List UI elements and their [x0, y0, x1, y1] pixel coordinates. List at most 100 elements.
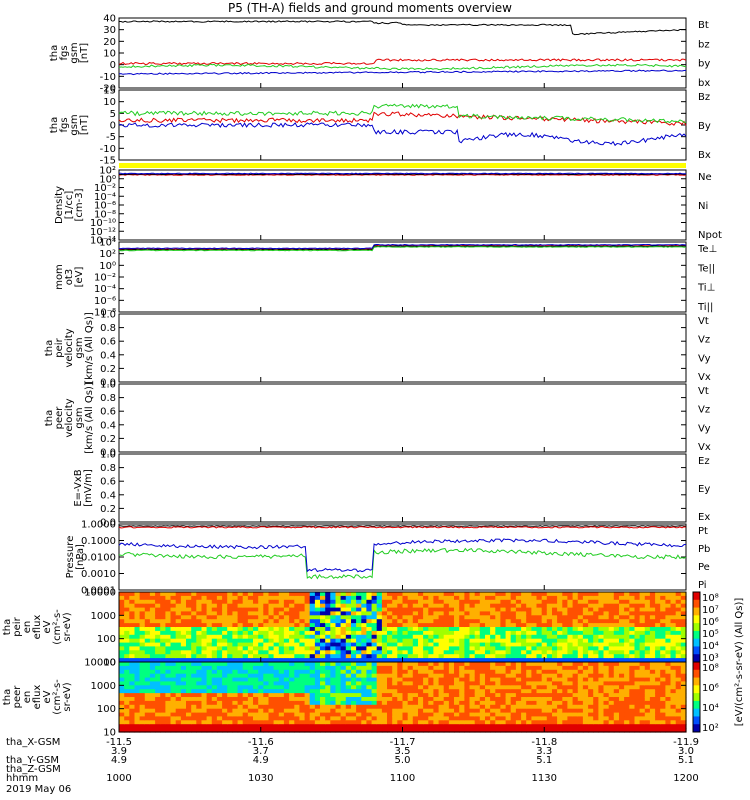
y-axis-label: tha peir velocity gsm [km/s (All Qs)] [44, 312, 95, 384]
colorbar-swatch [693, 638, 700, 647]
series-bz [118, 58, 687, 66]
series-bx [118, 69, 687, 76]
panel-pressure: 1.0000 0.1000 0.0100 0.0010 0.0001 Pressure [n… [65, 520, 710, 597]
y-tick-label: 0.2 [100, 364, 116, 375]
y-axis-label-line: eflux [32, 685, 43, 710]
ephemeris-value: 4.9 [111, 755, 127, 766]
legend-peer-velocity-0: Vt [698, 386, 709, 397]
ephemeris-value: 1000 [106, 773, 131, 784]
colorbar-tick: 10⁴ [702, 641, 719, 652]
legend-fgs-gsm-1: bz [698, 39, 710, 50]
y-axis-label-line: peir [12, 616, 23, 636]
series-Ti-perp [118, 243, 687, 250]
y-axis-label: tha peir en eflux eV (cm²-s-sr-eV) [2, 609, 73, 645]
series-Pt [118, 525, 687, 527]
legend-density-0: Ne [698, 172, 712, 183]
legend-fgs-dsl-0: Bz [698, 92, 710, 103]
y-tick-label: 0 [110, 60, 116, 71]
y-axis-label-line: en [22, 621, 33, 634]
panel-peer-velocity: 1.0 0.8 0.6 0.4 0.2 0.0 tha peer velocity gsm [km/… [44, 380, 711, 459]
y-axis-label-line: mom [54, 264, 65, 290]
ephemeris-value: 1030 [248, 773, 273, 784]
ephemeris-value: -11.5 [106, 737, 132, 748]
legend-peir-velocity-2: Vy [698, 353, 711, 364]
y-tick-label: 10² [99, 166, 116, 177]
y-axis-label-line: [eV] [74, 267, 85, 288]
ephemeris-value: -11.8 [531, 737, 557, 748]
legend-temperature-1: Te|| [697, 263, 715, 274]
y-tick-label: 10⁰ [99, 261, 116, 272]
y-tick-label: 10000 [84, 588, 116, 599]
legend-pressure-2: Pe [698, 562, 710, 573]
y-axis-label: tha fgs gsm [nT] [49, 114, 90, 135]
ephemeris-value: 3.0 [678, 746, 694, 757]
y-axis-label-line: gsm [74, 407, 85, 428]
colorbar-tick: 10⁶ [702, 617, 719, 628]
colorbar-swatch [693, 700, 700, 710]
ephemeris-value: 1200 [673, 773, 698, 784]
panel-frame [118, 523, 687, 591]
y-tick-label: 0.8 [100, 393, 116, 404]
y-tick-label: 5 [110, 109, 116, 120]
series-Ni [118, 173, 687, 176]
ephemeris-value: 5.1 [536, 755, 552, 766]
series-Bz [118, 111, 687, 126]
y-tick-label: 30 [103, 25, 116, 36]
series-Bx [118, 122, 687, 147]
legend-efield-0: Ez [698, 456, 710, 467]
y-axis-label-line: (cm²-s- [52, 679, 63, 715]
legend-pressure-0: Pt [698, 526, 708, 537]
y-tick-label: 10⁰ [99, 174, 116, 185]
ephemeris-label: tha_Y-GSM [6, 755, 59, 766]
date-label: 2019 May 06 [6, 784, 71, 795]
y-axis-label: Pressure [nPa] [65, 536, 86, 579]
legend-peir-velocity-0: Vt [698, 316, 709, 327]
legend-efield-1: Ey [698, 484, 710, 495]
legend-peir-velocity-3: Vx [698, 372, 711, 383]
ephemeris-value: 1100 [390, 773, 415, 784]
ephemeris-value: -11.9 [673, 737, 699, 748]
ephemeris-value: 5.0 [395, 755, 411, 766]
y-axis-label-line: E=-VxB [73, 469, 84, 506]
ephemeris-label: hhmm [6, 773, 38, 784]
panel-peir-eflux: 10000 1000 100 10 tha peir en eflux eV (cm²-s-sr-… [2, 588, 687, 669]
colorbar-swatch [693, 592, 700, 601]
y-tick-label: 1.0000 [81, 520, 116, 531]
data-quality-bar [119, 163, 686, 168]
colorbar-swatch [693, 623, 700, 632]
panel-frame [118, 169, 687, 241]
y-tick-label: 0.4 [100, 420, 116, 431]
y-tick-label: -15 [100, 156, 116, 167]
y-axis-label-line: Density [54, 186, 65, 224]
y-tick-label: 10 [103, 49, 116, 60]
colorbar-tick: 10⁸ [702, 593, 719, 604]
colorbar-swatch [693, 646, 700, 655]
legend-peer-velocity-2: Vy [698, 423, 711, 434]
ephemeris-value: -11.6 [248, 737, 274, 748]
y-axis-label-line: peer [12, 685, 23, 709]
y-tick-label: 1.0 [100, 450, 116, 461]
y-axis-label-line: velocity [64, 328, 75, 367]
spectrogram-peer-eflux [119, 662, 687, 733]
y-axis-label: mom ot3 [eV] [54, 264, 85, 290]
ephemeris-value: -11.7 [390, 737, 416, 748]
colorbar-swatch [693, 708, 700, 717]
colorbar-swatch [693, 724, 700, 733]
y-axis-label-line: gsm [69, 114, 80, 135]
y-tick-label: -20 [100, 84, 116, 95]
legend-pressure-1: Pb [698, 544, 710, 555]
y-tick-label: 10⁻⁸ [94, 308, 116, 319]
y-tick-label: 0.8 [100, 463, 116, 474]
y-tick-label: 15 [103, 86, 116, 97]
y-tick-label: -5 [106, 132, 116, 143]
ephemeris-value: 3.3 [536, 746, 552, 757]
y-tick-label: 10⁻¹⁴ [90, 236, 116, 247]
series-By [118, 103, 687, 124]
series-Pe [118, 547, 687, 580]
y-tick-label: 0.6 [100, 337, 116, 348]
y-tick-label: 0.0 [100, 448, 116, 459]
